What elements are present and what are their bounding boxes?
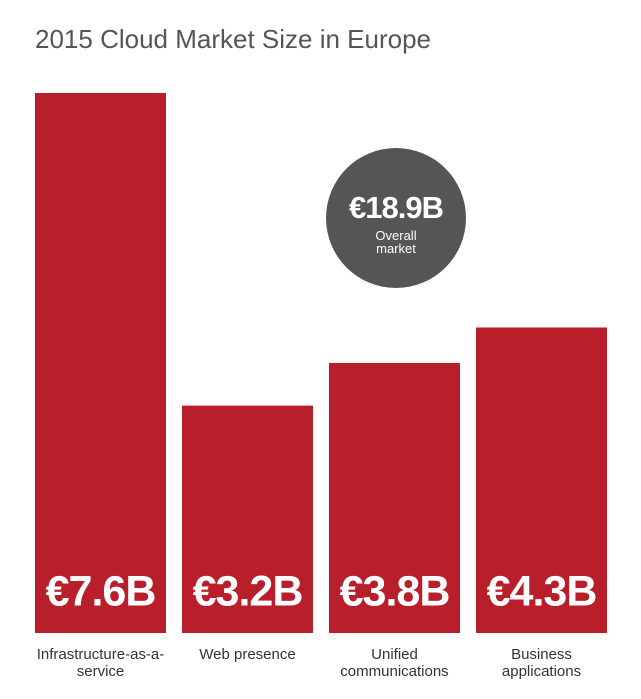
value-label: €4.3B — [487, 567, 597, 615]
bar — [182, 405, 313, 633]
total-bubble — [326, 148, 466, 288]
value-label: €3.8B — [340, 567, 450, 615]
x-tick-label: Unified communications — [340, 646, 449, 680]
x-tick-label: Business applications — [501, 646, 582, 680]
bar — [476, 327, 607, 633]
bar — [329, 363, 460, 633]
x-tick-label: Infrastructure-as-a-service — [36, 646, 165, 680]
value-label: €7.6B — [46, 567, 156, 615]
total-caption-box: Overall market — [375, 229, 417, 256]
x-tick-label: Web presence — [199, 646, 296, 663]
bar — [35, 93, 166, 633]
total-value: €18.9B — [349, 190, 443, 225]
value-label: €3.2B — [193, 567, 303, 615]
total-caption: Overall market — [375, 229, 417, 256]
chart-title: 2015 Cloud Market Size in Europe — [35, 24, 431, 54]
